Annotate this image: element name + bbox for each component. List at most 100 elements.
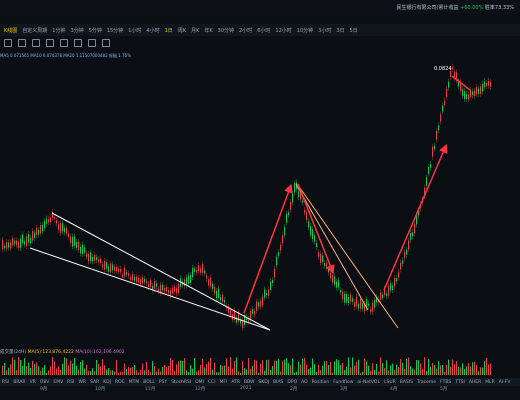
- indicator-tab-9[interactable]: ROC: [114, 379, 125, 385]
- indicator-tab-4[interactable]: EMV: [53, 379, 64, 385]
- candle-body: [60, 222, 62, 233]
- shape-tool-icon[interactable]: [60, 39, 68, 47]
- volume-bar: [178, 361, 180, 375]
- price-chart[interactable]: 0.0824: [0, 58, 520, 338]
- candle-body: [212, 284, 214, 289]
- timeframe-10[interactable]: 年K: [204, 27, 213, 34]
- candle-body: [80, 246, 82, 254]
- timeframe-15[interactable]: 10分钟: [296, 27, 314, 34]
- timeframe-11[interactable]: 30分钟: [217, 27, 235, 34]
- indicator-tab-23[interactable]: Position: [311, 379, 330, 385]
- candle-body: [460, 82, 462, 92]
- timeframe-16[interactable]: 3小时: [318, 27, 332, 34]
- trash-tool-icon[interactable]: [102, 39, 110, 47]
- indicator-tab-6[interactable]: WR: [78, 379, 87, 385]
- text-tool-icon[interactable]: [32, 39, 40, 47]
- volume-bar: [456, 361, 458, 375]
- timeframe-13[interactable]: 6小时: [257, 27, 271, 34]
- timeframe-3[interactable]: 5分钟: [88, 27, 102, 34]
- volume-bar: [98, 364, 100, 375]
- candle-body: [66, 228, 68, 234]
- title-bar: 民生银行有限公司(累计收益 +60.00% 胜率73.33%: [0, 0, 520, 14]
- volume-bar: [368, 365, 370, 375]
- indicator-tab-25[interactable]: ai-NetVOL: [357, 379, 380, 385]
- volume-bar: [214, 362, 216, 375]
- indicator-tab-27[interactable]: BASIS: [399, 379, 413, 385]
- indicator-tab-10[interactable]: MTM: [128, 379, 140, 385]
- indicator-tab-16[interactable]: MFI: [219, 379, 228, 385]
- lock-tool-icon[interactable]: [88, 39, 96, 47]
- candle-body: [320, 253, 322, 263]
- indicator-tab-17[interactable]: ATR: [231, 379, 240, 385]
- timeframe-9[interactable]: 月K: [191, 27, 200, 34]
- indicator-tab-8[interactable]: KDJ: [103, 379, 111, 385]
- candle-body: [208, 279, 210, 286]
- indicator-tab-19[interactable]: SKDJ: [258, 379, 270, 385]
- volume-bar: [16, 370, 18, 375]
- indicator-tab-31[interactable]: AHER: [468, 379, 482, 385]
- volume-bar: [18, 357, 20, 375]
- timeframe-14[interactable]: 12小时: [275, 27, 292, 34]
- indicator-tab-21[interactable]: DPO: [287, 379, 298, 385]
- indicator-tab-7[interactable]: SAR: [90, 379, 100, 385]
- timeframe-5[interactable]: 1小时: [128, 27, 142, 34]
- volume-bar: [128, 366, 130, 375]
- candle-body: [480, 86, 482, 94]
- volume-bar: [396, 364, 398, 375]
- candle-body: [444, 100, 446, 105]
- volume-bar: [226, 358, 228, 375]
- indicator-tab-14[interactable]: DMI: [195, 379, 204, 385]
- volume-bar: [70, 360, 72, 375]
- indicator-tab-12[interactable]: PSY: [158, 379, 168, 385]
- indicator-tab-30[interactable]: TTSI: [455, 379, 465, 385]
- indicator-tab-32[interactable]: MLR: [485, 379, 495, 385]
- timeframe-1[interactable]: 1分钟: [52, 27, 66, 34]
- candle-body: [54, 217, 56, 220]
- indicator-tab-28[interactable]: Traceme: [416, 379, 437, 385]
- candle-body: [302, 200, 304, 203]
- indicator-tab-0[interactable]: RSI: [2, 379, 10, 385]
- indicator-tab-18[interactable]: BBW: [243, 379, 255, 385]
- volume-bar: [388, 370, 390, 375]
- indicator-tab-20[interactable]: BIAS: [273, 379, 284, 385]
- timeframe-12[interactable]: 2小时: [239, 27, 253, 34]
- candle-body: [196, 270, 198, 273]
- timeframe-6[interactable]: 4小时: [146, 27, 160, 34]
- volume-bar: [138, 372, 140, 375]
- indicator-tab-26[interactable]: LSUR: [383, 379, 396, 385]
- candle-body: [2, 239, 4, 250]
- indicator-tab-5[interactable]: RSI: [67, 379, 75, 385]
- indicator-tab-3[interactable]: OBV: [39, 379, 50, 385]
- indicator-tab-22[interactable]: AO: [301, 379, 308, 385]
- line-tool-icon[interactable]: [4, 39, 12, 47]
- brush-tool-icon[interactable]: [18, 39, 26, 47]
- candle-body: [164, 288, 166, 291]
- volume-bar: [216, 372, 218, 375]
- indicator-tab-2[interactable]: VR: [29, 379, 36, 385]
- indicator-tab-1[interactable]: BRAR: [13, 379, 26, 385]
- indicator-tab-13[interactable]: StochRSI: [171, 379, 192, 385]
- timeframe-8[interactable]: 周K: [177, 27, 187, 34]
- indicator-tab-29[interactable]: FTBS: [440, 379, 452, 385]
- volume-bar: [350, 367, 352, 375]
- timeframe-7[interactable]: 1日: [164, 27, 173, 34]
- timeframe-2[interactable]: 3分钟: [70, 27, 84, 34]
- measure-tool-icon[interactable]: [46, 39, 54, 47]
- up-arrow-1: [243, 183, 293, 314]
- magnet-tool-icon[interactable]: [74, 39, 82, 47]
- indicator-tab-24[interactable]: Fundflow: [333, 379, 354, 385]
- candle-body: [290, 202, 292, 210]
- ma-indicator-readout: MA5 0.071565 MA10 0.074378 MA20 1.115070…: [0, 53, 131, 58]
- indicator-tab-11[interactable]: BOLL: [143, 379, 155, 385]
- timeframe-4[interactable]: 15分钟: [106, 27, 124, 34]
- timeframe-17[interactable]: 3日: [336, 27, 345, 34]
- up-arrow-3: [451, 75, 471, 91]
- candle-body: [318, 252, 320, 257]
- volume-bar: [228, 366, 230, 375]
- timeframe-0[interactable]: 自定义周期: [22, 27, 48, 34]
- volume-bar: [22, 365, 24, 375]
- indicator-tab-33[interactable]: AI-FV: [498, 379, 511, 385]
- indicator-tab-15[interactable]: CCI: [207, 379, 216, 385]
- candle-body: [286, 213, 288, 223]
- timeframe-18[interactable]: 5日: [349, 27, 358, 34]
